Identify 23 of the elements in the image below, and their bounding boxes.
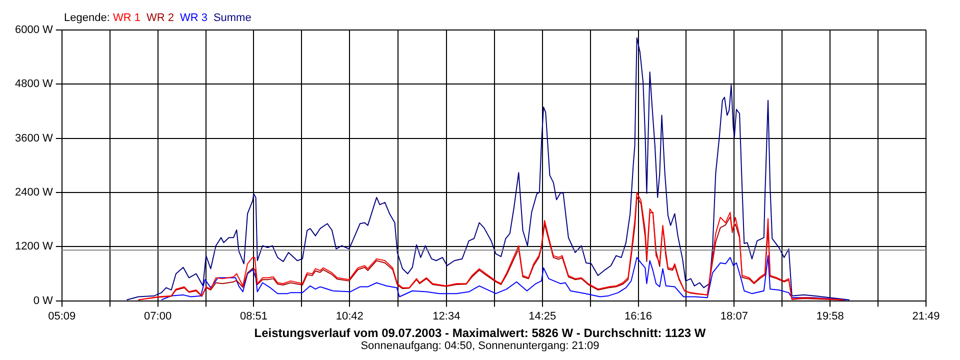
y-tick-label: 4800 W [14, 78, 54, 90]
text: WR 2 [146, 12, 174, 24]
y-tick-label: 3600 W [14, 132, 54, 144]
x-tick-label: 19:58 [816, 310, 844, 322]
text: Leistungsverlauf vom 09.07.2003 - Maximalwert: 5826 W - Durchschnitt: 1123 W [253, 326, 707, 340]
y-tick-label: 0 W [33, 294, 54, 307]
text: Sonnenaufgang: 04:50, Sonnenuntergang: 21:09 [360, 340, 600, 352]
text: WR 3 [180, 12, 208, 24]
x-tick-label: 08:51 [240, 310, 268, 322]
legend-title: Legende: [64, 12, 111, 24]
y-tick-label: 1200 W [14, 240, 54, 253]
x-tick-label: 16:16 [624, 310, 652, 322]
y-tick-label: 6000 W [14, 24, 54, 36]
x-tick-label: 14:25 [528, 310, 556, 322]
x-tick-label: 18:07 [720, 310, 748, 322]
text: Summe [213, 12, 252, 24]
x-tick-label: 21:49 [912, 310, 940, 322]
y-tick-label: 2400 W [14, 186, 54, 199]
x-tick-label: 10:42 [336, 310, 364, 322]
x-tick-label: 05:09 [48, 310, 76, 322]
x-tick-label: 07:00 [144, 310, 172, 322]
text: WR 1 [112, 12, 140, 24]
x-tick-label: 12:34 [432, 310, 460, 322]
